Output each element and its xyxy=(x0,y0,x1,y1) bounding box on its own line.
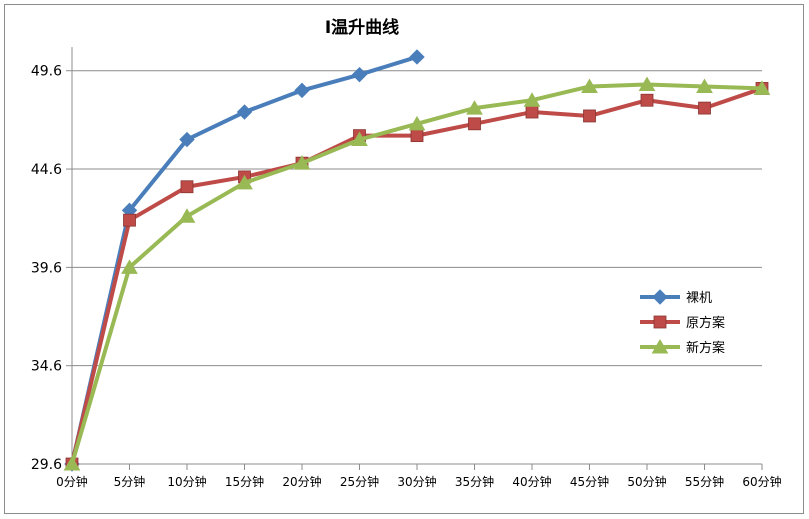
data-point xyxy=(583,109,596,123)
data-point xyxy=(236,174,253,190)
data-point xyxy=(410,129,424,143)
legend-marker xyxy=(651,338,669,354)
y-tick-label: 44.6 xyxy=(31,162,62,178)
legend-marker xyxy=(652,289,668,305)
data-point xyxy=(294,82,310,99)
data-point xyxy=(523,92,541,107)
legend-marker xyxy=(653,315,667,329)
x-tick-label: 45分钟 xyxy=(570,474,609,489)
y-tick-label: 29.6 xyxy=(31,457,62,473)
series-group xyxy=(63,49,771,472)
x-tick-label: 25分钟 xyxy=(340,474,379,489)
series-square xyxy=(65,82,769,471)
data-point xyxy=(123,213,136,227)
data-point xyxy=(351,66,368,83)
series-line xyxy=(70,86,763,465)
x-tick-label: 50分钟 xyxy=(627,474,666,489)
y-tick-label: 34.6 xyxy=(31,359,62,375)
data-point xyxy=(180,180,194,194)
x-tick-label: 20分钟 xyxy=(282,474,321,489)
x-tick-label: 60分钟 xyxy=(742,474,781,489)
x-tick-label: 35分钟 xyxy=(455,474,494,489)
legend-label: 原方案 xyxy=(686,315,725,331)
data-point xyxy=(638,76,656,91)
data-point xyxy=(466,100,483,115)
data-point xyxy=(179,131,195,148)
series-triangle xyxy=(63,76,771,471)
x-tick-label: 10分钟 xyxy=(167,474,206,489)
x-tick-label: 5分钟 xyxy=(114,474,146,489)
x-tick-label: 0分钟 xyxy=(56,474,88,489)
legend-label: 新方案 xyxy=(686,340,725,356)
data-point xyxy=(696,78,713,93)
data-point xyxy=(525,105,539,119)
x-tick-label: 40分钟 xyxy=(512,474,551,489)
data-point xyxy=(698,101,711,115)
data-point xyxy=(640,93,654,107)
axes xyxy=(71,47,762,465)
data-point xyxy=(121,259,138,274)
data-point xyxy=(293,155,311,170)
data-point xyxy=(581,78,598,93)
x-tick-label: 55分钟 xyxy=(685,474,724,489)
data-point xyxy=(468,117,481,131)
data-point xyxy=(351,131,368,147)
x-tick-label: 15分钟 xyxy=(225,474,264,489)
y-tick-label: 49.6 xyxy=(31,64,62,80)
x-tick-label: 30分钟 xyxy=(397,474,436,489)
data-point xyxy=(409,49,425,65)
data-point xyxy=(408,115,426,131)
chart-title: I温升曲线 xyxy=(325,17,399,38)
data-point xyxy=(178,208,196,223)
data-point xyxy=(753,80,771,95)
legend-label: 裸机 xyxy=(686,291,712,306)
data-point xyxy=(236,104,253,120)
y-tick-label: 39.6 xyxy=(31,260,62,276)
y-axis-ticks: 29.6 34.6 39.6 44.6 49.6 xyxy=(31,64,72,473)
data-point xyxy=(63,455,81,471)
gridlines xyxy=(72,70,762,367)
x-axis-ticks: 0分钟 5分钟 10分钟 15分钟 20分钟 25分钟 30分钟 35分钟 40分钟 45分钟 50… xyxy=(56,464,782,489)
